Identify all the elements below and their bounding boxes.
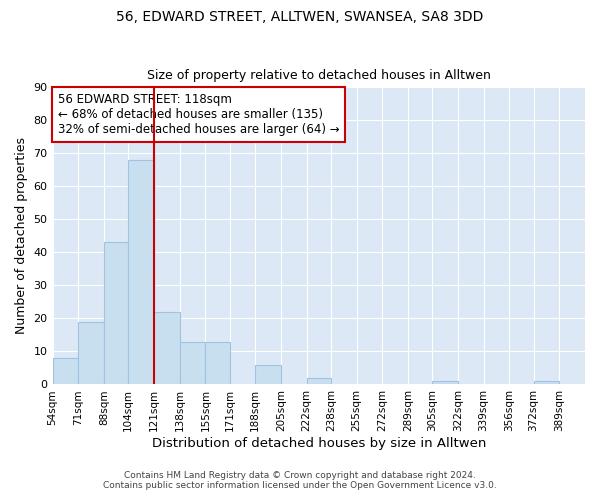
Bar [307,378,331,384]
Bar [128,160,154,384]
Bar [78,322,104,384]
Text: 56, EDWARD STREET, ALLTWEN, SWANSEA, SA8 3DD: 56, EDWARD STREET, ALLTWEN, SWANSEA, SA8… [116,10,484,24]
Bar [432,381,458,384]
Bar [154,312,179,384]
Bar [179,342,205,384]
Bar [104,242,128,384]
Y-axis label: Number of detached properties: Number of detached properties [15,138,28,334]
Bar [533,381,559,384]
Bar [255,364,281,384]
Text: Contains HM Land Registry data © Crown copyright and database right 2024.
Contai: Contains HM Land Registry data © Crown c… [103,470,497,490]
X-axis label: Distribution of detached houses by size in Alltwen: Distribution of detached houses by size … [152,437,486,450]
Bar [205,342,230,384]
Title: Size of property relative to detached houses in Alltwen: Size of property relative to detached ho… [147,69,491,82]
Bar [53,358,78,384]
Text: 56 EDWARD STREET: 118sqm
← 68% of detached houses are smaller (135)
32% of semi-: 56 EDWARD STREET: 118sqm ← 68% of detach… [58,94,340,136]
